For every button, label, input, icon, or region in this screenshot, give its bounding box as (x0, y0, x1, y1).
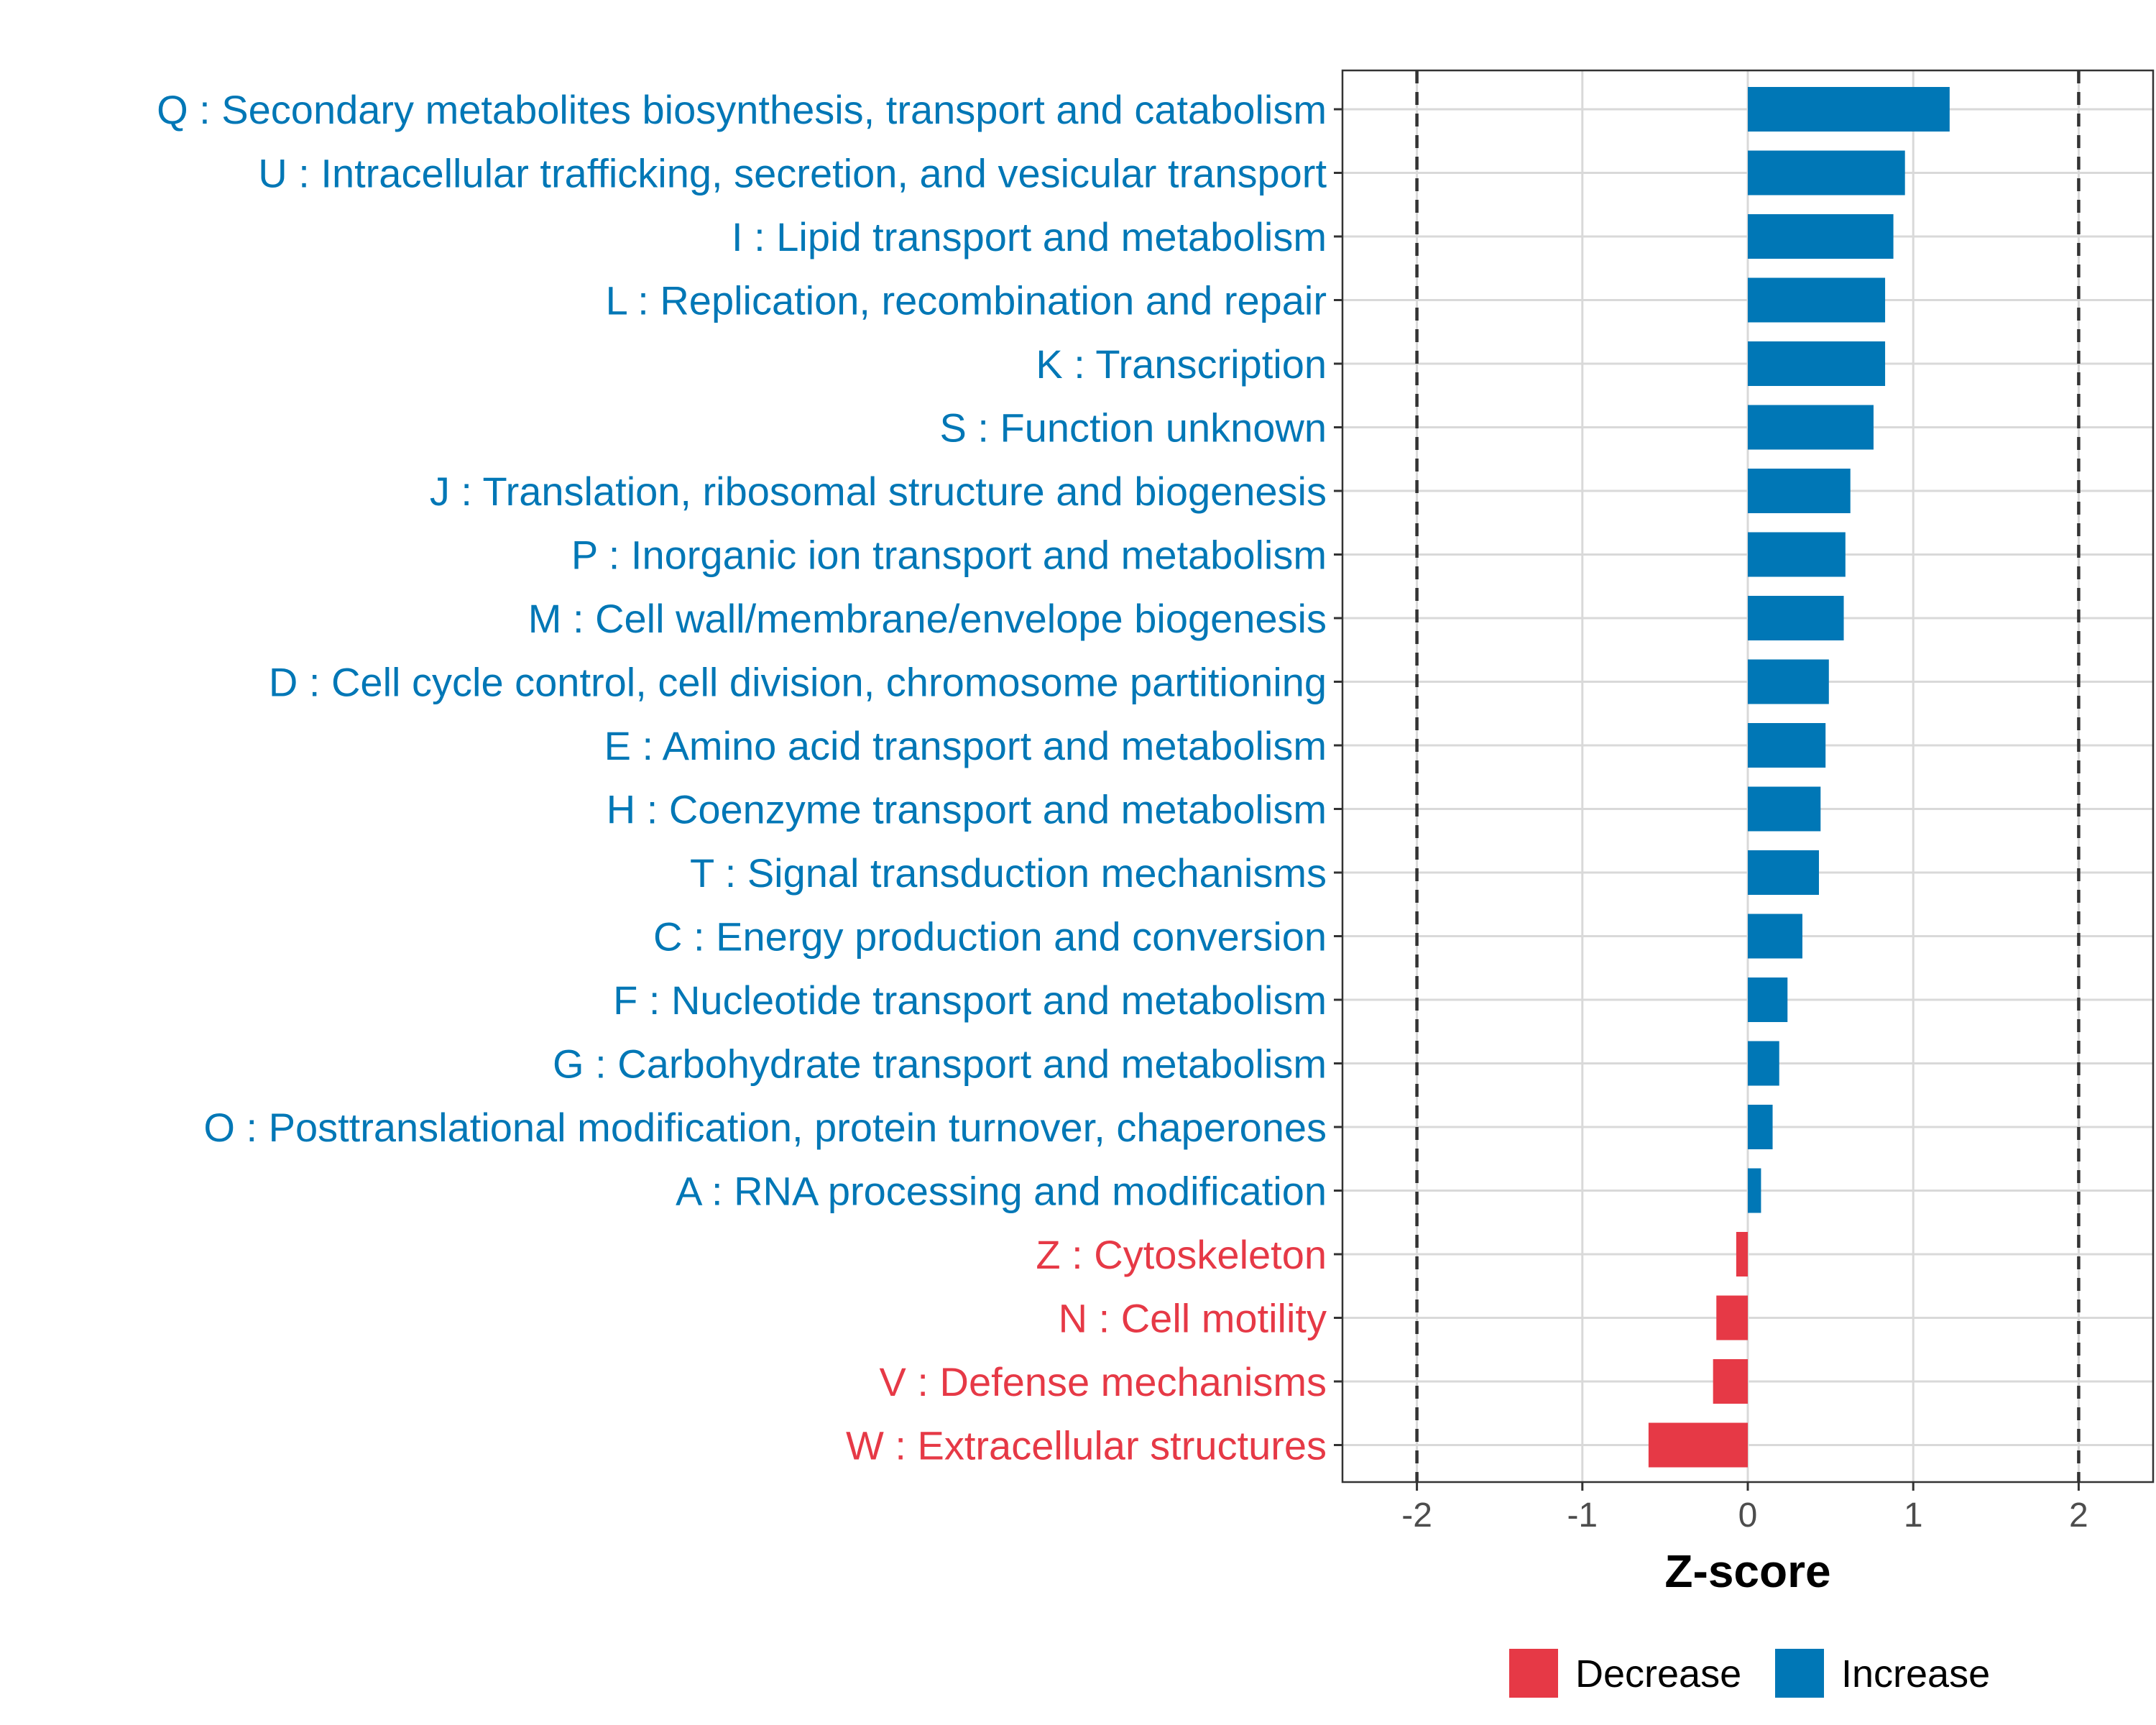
x-tick-label: 2 (2069, 1496, 2088, 1535)
category-label: O : Posttranslational modification, prot… (203, 1105, 1327, 1150)
legend: Decrease Increase (1509, 1649, 1990, 1698)
bar (1748, 659, 1829, 704)
category-label: Z : Cytoskeleton (1036, 1232, 1327, 1277)
bar (1748, 405, 1874, 450)
bar (1748, 596, 1844, 640)
legend-swatch (1775, 1649, 1824, 1698)
bar (1748, 914, 1802, 959)
bar (1748, 1105, 1773, 1149)
legend-swatch (1509, 1649, 1558, 1698)
x-axis-ticks: -2 -1 0 1 2 (1401, 1482, 2088, 1535)
category-label: E : Amino acid transport and metabolism (604, 723, 1327, 768)
bar (1748, 277, 1886, 323)
x-axis-title: Z-score (1664, 1545, 1830, 1597)
category-label: P : Inorganic ion transport and metaboli… (571, 533, 1327, 578)
x-tick-label: -2 (1401, 1496, 1432, 1535)
category-label: T : Signal transduction mechanisms (690, 850, 1327, 896)
reference-lines (1415, 70, 2081, 1482)
bar (1716, 1295, 1748, 1340)
x-tick-label: 1 (1904, 1496, 1923, 1535)
category-label: W : Extracellular structures (846, 1423, 1327, 1468)
bar (1748, 150, 1905, 196)
bar (1748, 850, 1819, 895)
category-label: H : Coenzyme transport and metabolism (607, 787, 1327, 832)
legend-label: Decrease (1575, 1652, 1741, 1696)
bar (1648, 1422, 1748, 1468)
x-tick-label: 0 (1738, 1496, 1758, 1535)
category-label: C : Energy production and conversion (653, 914, 1327, 960)
category-label: I : Lipid transport and metabolism (732, 214, 1327, 259)
category-label: K : Transcription (1036, 341, 1327, 387)
y-axis-ticks (1334, 108, 1342, 1446)
category-label: V : Defense mechanisms (880, 1359, 1327, 1404)
bar (1748, 341, 1886, 386)
x-tick-label: -1 (1567, 1496, 1598, 1535)
category-label: Q : Secondary metabolites biosynthesis, … (157, 87, 1327, 132)
bar (1736, 1232, 1748, 1276)
category-label: N : Cell motility (1059, 1296, 1327, 1341)
bar (1748, 723, 1826, 768)
category-label: S : Function unknown (939, 405, 1327, 451)
bar (1748, 978, 1788, 1022)
bars (1648, 87, 1950, 1468)
bar (1748, 469, 1851, 513)
legend-label: Increase (1841, 1652, 1990, 1696)
category-label: A : RNA processing and modification (676, 1169, 1327, 1214)
bar (1713, 1359, 1748, 1404)
bar (1748, 1041, 1779, 1086)
category-label: L : Replication, recombination and repai… (606, 278, 1327, 323)
bar (1748, 214, 1894, 259)
category-label: G : Carbohydrate transport and metabolis… (553, 1041, 1327, 1087)
category-label: M : Cell wall/membrane/envelope biogenes… (528, 596, 1327, 641)
category-label: U : Intracellular trafficking, secretion… (258, 151, 1327, 196)
bar (1748, 532, 1846, 577)
bar (1748, 786, 1821, 832)
category-label: D : Cell cycle control, cell division, c… (269, 660, 1327, 705)
bar (1748, 1168, 1761, 1213)
category-label: F : Nucleotide transport and metabolism (613, 978, 1327, 1023)
bar (1748, 87, 1950, 132)
y-axis-category-labels: Q : Secondary metabolites biosynthesis, … (157, 87, 1327, 1468)
category-label: J : Translation, ribosomal structure and… (430, 469, 1327, 514)
